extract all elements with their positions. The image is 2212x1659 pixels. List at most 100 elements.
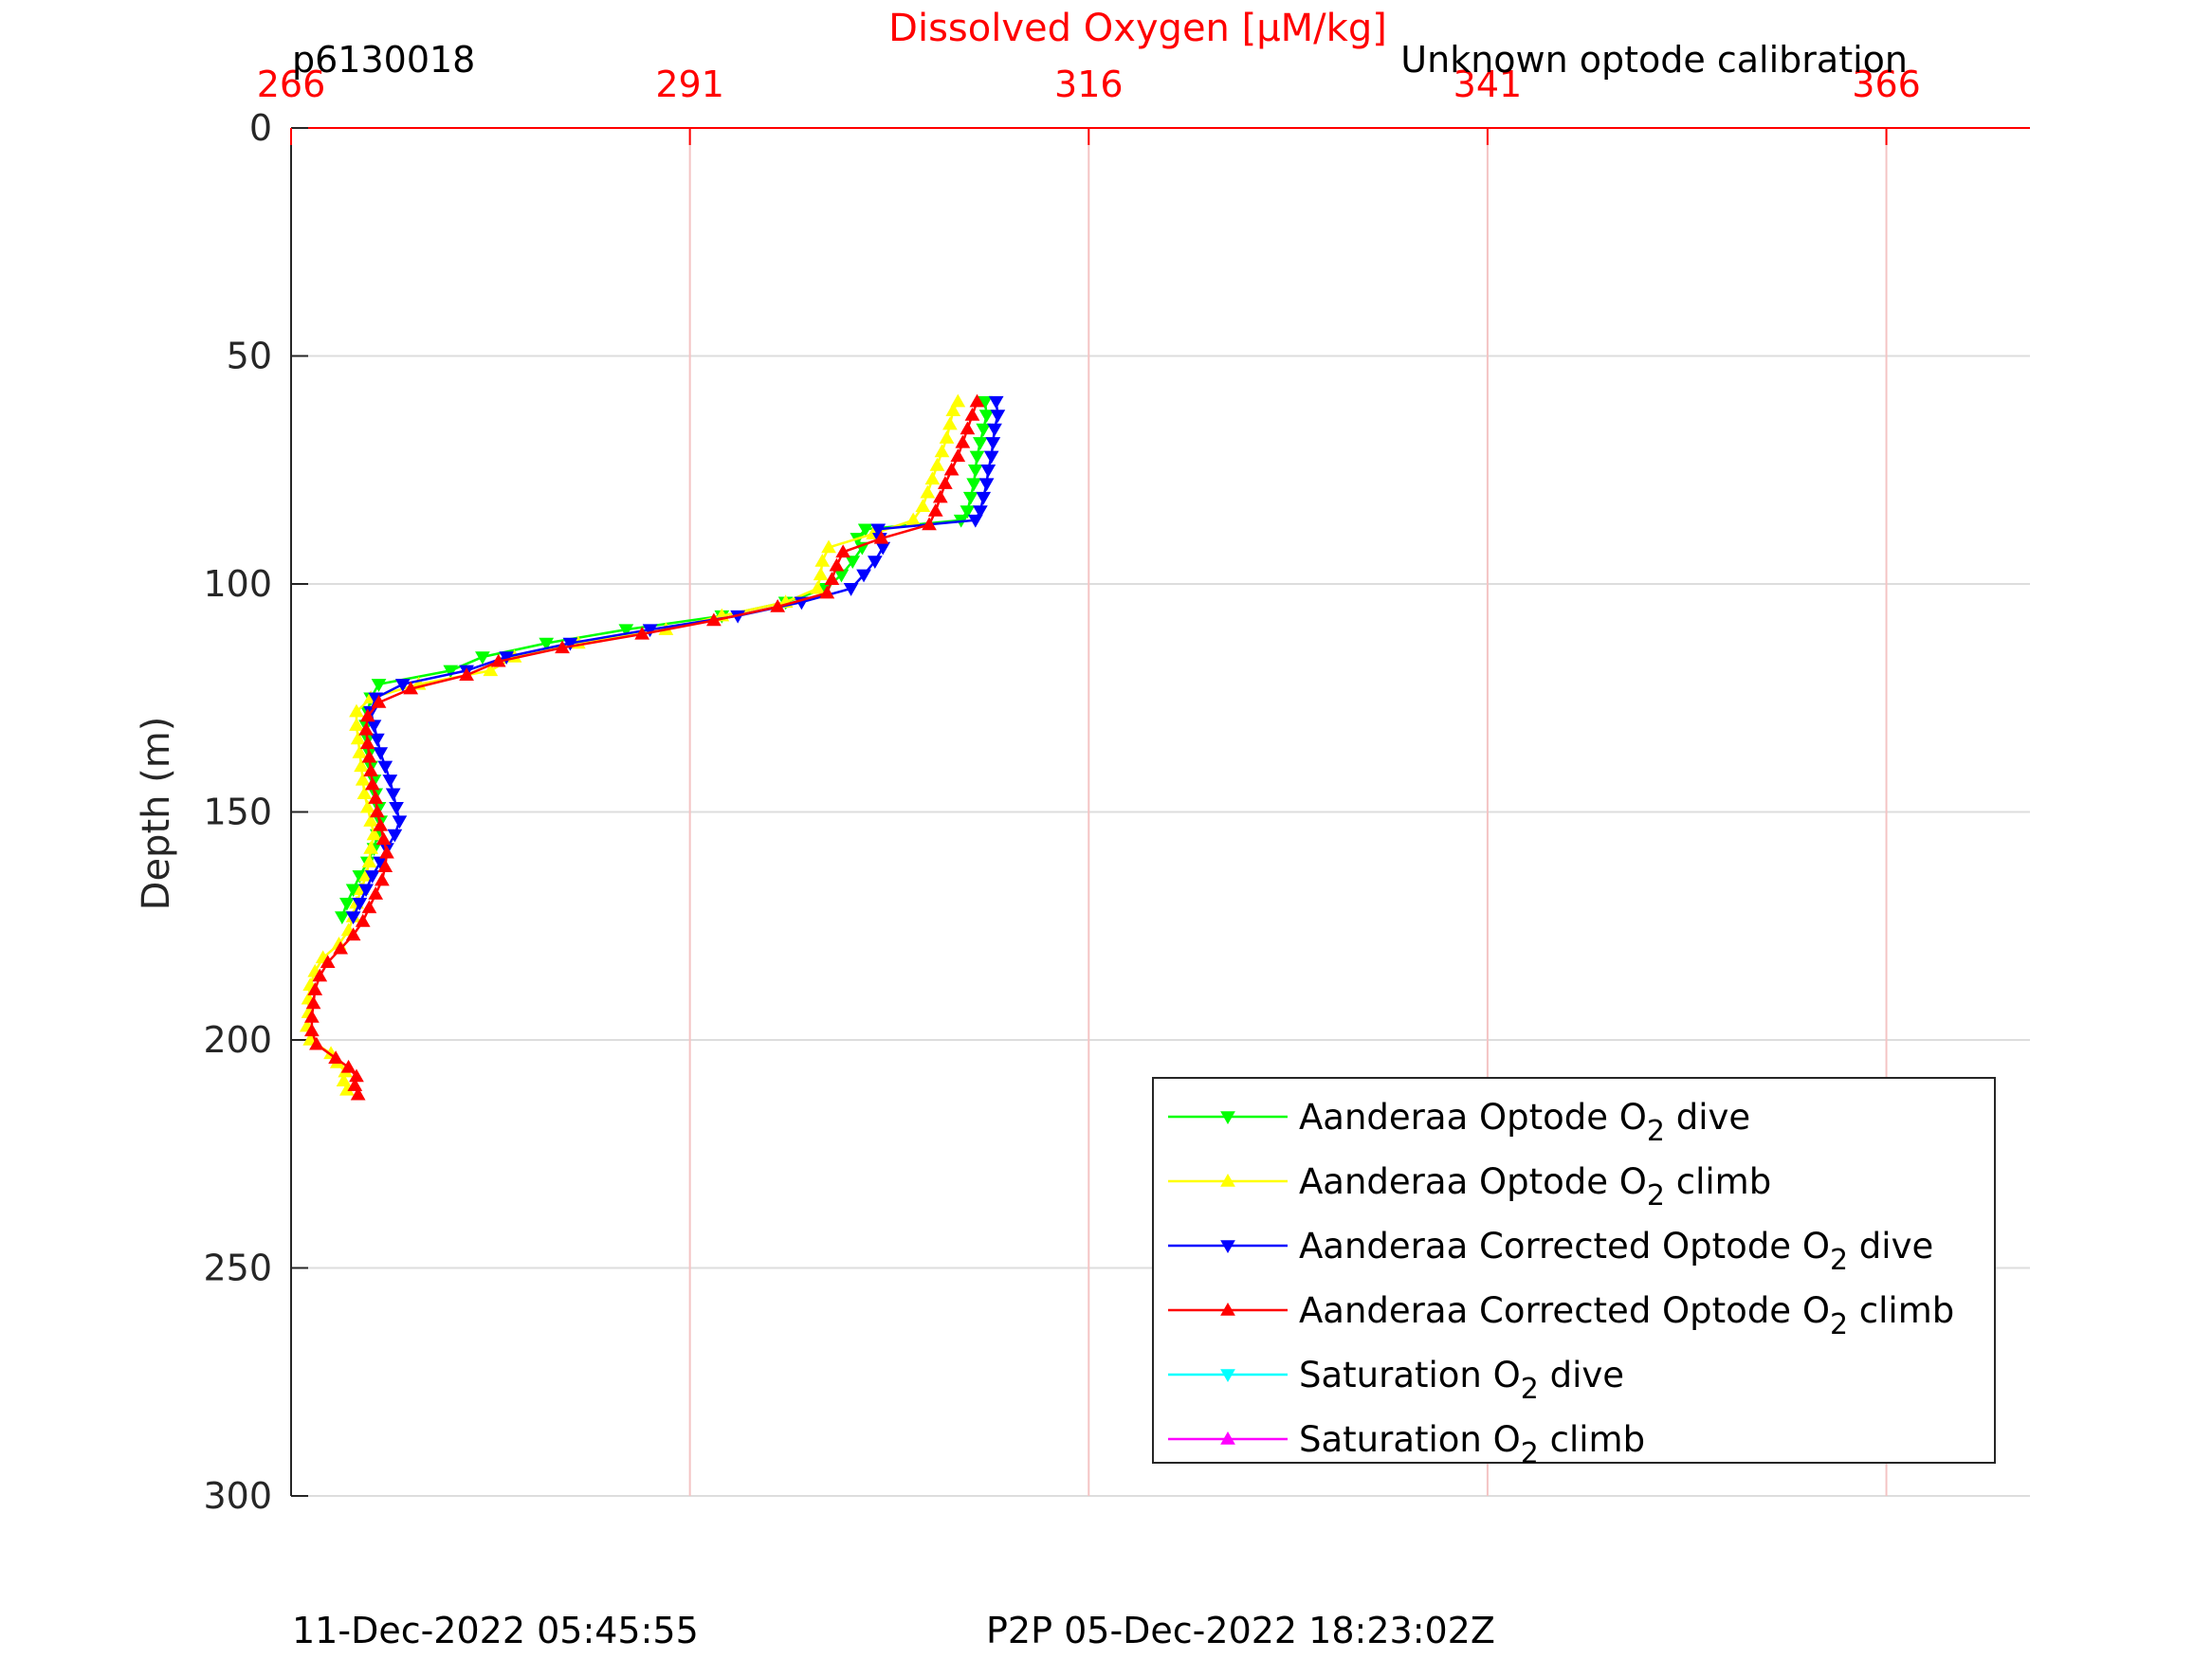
footer-p2p-timestamp: P2P 05-Dec-2022 18:23:02Z <box>986 1610 1495 1651</box>
legend-label: Saturation O2 dive <box>1299 1355 1624 1406</box>
data-point <box>377 859 393 872</box>
legend-entry: Aanderaa Optode O2 dive <box>1168 1097 1750 1148</box>
data-point <box>856 569 871 583</box>
data-point <box>403 681 419 695</box>
data-point <box>309 1036 324 1050</box>
data-point <box>320 955 336 968</box>
data-point <box>304 1023 320 1037</box>
axes: 0 50 100 150 200 250 300 266 291 316 341 366 <box>203 64 2030 1517</box>
data-point <box>305 995 321 1010</box>
legend-swatch-marker <box>1220 1302 1235 1316</box>
x-tick-label: 266 <box>257 64 326 105</box>
data-point <box>304 1009 320 1023</box>
data-point <box>813 567 829 581</box>
data-point <box>555 640 570 654</box>
data-point <box>369 804 385 818</box>
data-point <box>829 557 845 572</box>
data-point <box>969 393 985 408</box>
data-point <box>371 695 387 708</box>
data-point <box>945 403 961 416</box>
data-point <box>967 465 983 478</box>
data-point <box>340 1059 356 1073</box>
x-tick-label: 291 <box>655 64 724 105</box>
chart-title: Dissolved Oxygen [μM/kg] <box>888 7 1387 50</box>
data-point <box>967 514 983 528</box>
data-point <box>366 827 382 841</box>
legend-entry: Saturation O2 dive <box>1168 1355 1624 1406</box>
data-point <box>857 523 873 538</box>
data-point <box>361 900 377 914</box>
legend: Aanderaa Optode O2 dive Aanderaa Optode O… <box>1152 1077 1996 1470</box>
data-point <box>843 583 859 596</box>
data-point <box>920 484 936 499</box>
legend-swatch-marker <box>1220 1369 1235 1383</box>
data-point <box>349 1068 364 1083</box>
legend-label: Saturation O2 climb <box>1299 1419 1645 1470</box>
data-point <box>361 749 377 763</box>
data-point <box>942 416 958 430</box>
data-point <box>352 897 368 911</box>
x-tick-label: 366 <box>1852 64 1921 105</box>
footer-timestamp: 11-Dec-2022 05:45:55 <box>292 1610 699 1651</box>
data-point <box>375 831 392 846</box>
data-point <box>955 434 971 448</box>
data-point <box>364 776 380 791</box>
legend-swatch-marker <box>1220 1173 1235 1187</box>
data-point <box>929 457 945 471</box>
legend-label: Aanderaa Optode O2 dive <box>1299 1097 1750 1148</box>
y-tick-label: 200 <box>203 1019 272 1061</box>
data-point <box>960 421 976 435</box>
data-point <box>819 585 835 599</box>
legend-swatch-marker <box>1220 1431 1235 1445</box>
data-point <box>870 523 887 538</box>
x-tick-label: 341 <box>1453 64 1523 105</box>
y-tick-label: 100 <box>203 563 272 605</box>
data-point <box>382 775 398 788</box>
legend-box <box>1152 1077 1996 1464</box>
data-point <box>964 408 980 421</box>
data-point <box>389 801 404 815</box>
data-point <box>392 815 408 830</box>
data-point <box>368 791 384 804</box>
data-point <box>983 450 999 465</box>
data-point <box>867 556 883 569</box>
data-point <box>634 626 650 640</box>
legend-label: Aanderaa Optode O2 climb <box>1299 1161 1771 1212</box>
x-tick-label: 316 <box>1054 64 1124 105</box>
data-point <box>988 395 1004 410</box>
data-point <box>354 758 369 773</box>
data-point <box>349 703 364 718</box>
data-point <box>358 884 374 898</box>
data-point <box>483 663 499 677</box>
data-point <box>978 478 995 492</box>
data-point <box>379 845 394 859</box>
data-point <box>932 489 948 503</box>
data-point <box>336 1073 352 1087</box>
data-point <box>459 667 474 681</box>
data-point <box>475 651 490 665</box>
data-point <box>642 624 658 638</box>
data-point <box>350 731 366 745</box>
data-point <box>934 444 950 458</box>
legend-label: Aanderaa Corrected Optode O2 dive <box>1299 1226 1933 1277</box>
data-point <box>339 897 355 911</box>
data-point <box>355 913 371 927</box>
data-point <box>371 679 387 692</box>
data-point <box>539 637 555 651</box>
data-point <box>394 679 411 692</box>
data-point <box>976 423 992 437</box>
data-point <box>387 829 403 843</box>
data-point <box>980 465 996 478</box>
data-point <box>359 708 375 722</box>
data-point <box>950 393 966 408</box>
data-point <box>939 430 955 444</box>
y-tick-label: 50 <box>227 336 272 377</box>
y-axis-label: Depth (m) <box>135 717 178 911</box>
data-point <box>368 886 384 900</box>
y-tick-label: 300 <box>203 1475 272 1517</box>
data-point <box>978 410 995 424</box>
data-point <box>969 450 985 465</box>
data-point <box>373 817 389 831</box>
data-point <box>333 940 349 955</box>
